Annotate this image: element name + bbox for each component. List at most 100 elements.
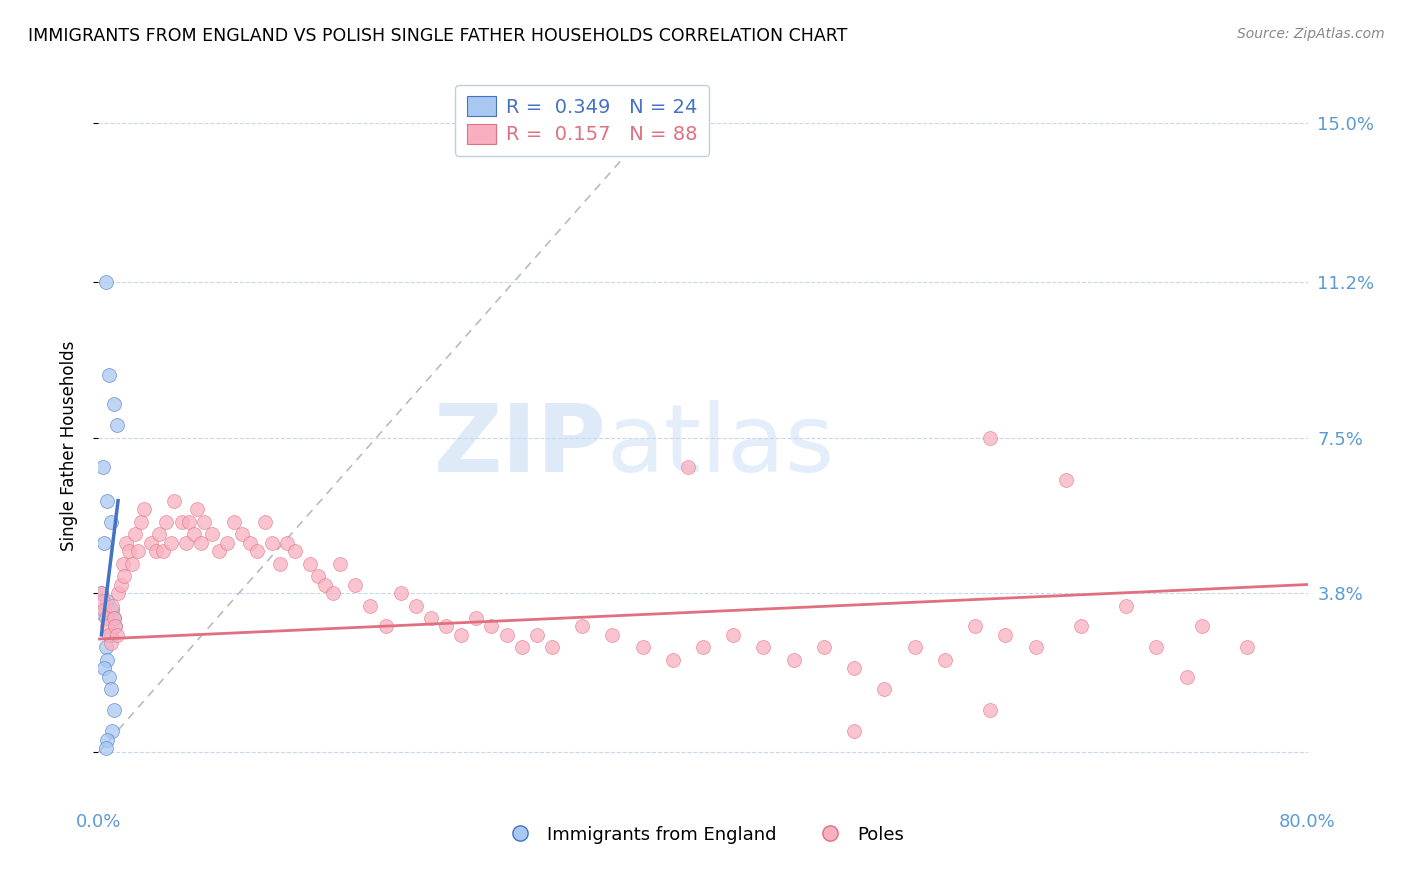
Point (510, 640, 533, 655)
Point (91, 460, 114, 475)
Point (107, 586, 129, 600)
Point (344, 577, 367, 591)
Point (783, 653, 806, 667)
Point (231, 527, 253, 541)
Point (389, 586, 412, 600)
Point (631, 640, 654, 655)
Point (96, 493, 118, 508)
Point (163, 493, 186, 508)
Point (96, 594, 118, 608)
Point (246, 544, 269, 558)
Point (141, 535, 163, 549)
Point (1115, 599, 1137, 613)
Point (104, 619, 127, 633)
Point (813, 640, 835, 655)
Point (1144, 640, 1167, 655)
Point (314, 577, 336, 591)
Point (1070, 619, 1092, 633)
Point (979, 431, 1001, 445)
Point (495, 628, 517, 642)
Point (844, 661, 866, 675)
Point (873, 682, 896, 697)
Point (186, 502, 208, 516)
Point (450, 628, 472, 642)
Point (193, 515, 215, 529)
Point (96, 732, 118, 747)
Point (262, 535, 284, 549)
Point (276, 535, 298, 549)
Point (118, 544, 141, 558)
Legend: Immigrants from England, Poles: Immigrants from England, Poles (495, 819, 911, 851)
Text: Source: ZipAtlas.com: Source: ZipAtlas.com (1237, 27, 1385, 41)
Point (329, 557, 352, 571)
Point (965, 619, 987, 633)
Point (124, 527, 146, 541)
Point (101, 724, 124, 739)
Point (98, 628, 121, 642)
Point (132, 502, 155, 516)
Point (299, 557, 322, 571)
Point (465, 611, 488, 625)
Point (105, 417, 128, 432)
Point (103, 611, 125, 625)
Point (94, 640, 117, 655)
Point (434, 619, 457, 633)
Point (148, 527, 170, 541)
Point (100, 636, 122, 650)
Point (100, 682, 122, 697)
Point (571, 619, 593, 633)
Point (96, 653, 118, 667)
Point (481, 619, 503, 633)
Point (121, 557, 143, 571)
Point (904, 640, 927, 655)
Point (91, 594, 114, 608)
Point (1024, 640, 1046, 655)
Point (91, 607, 114, 621)
Point (844, 724, 866, 739)
Point (152, 544, 174, 558)
Point (322, 586, 344, 600)
Point (420, 611, 443, 625)
Point (676, 460, 699, 475)
Text: IMMIGRANTS FROM ENGLAND VS POLISH SINGLE FATHER HOUSEHOLDS CORRELATION CHART: IMMIGRANTS FROM ENGLAND VS POLISH SINGLE… (28, 27, 848, 45)
Point (110, 577, 132, 591)
Point (183, 527, 205, 541)
Point (692, 640, 714, 655)
Point (208, 544, 231, 558)
Y-axis label: Single Father Households: Single Father Households (59, 341, 77, 551)
Point (160, 535, 183, 549)
Point (93, 661, 115, 675)
Point (526, 628, 548, 642)
Point (179, 515, 201, 529)
Point (127, 544, 149, 558)
Point (100, 628, 122, 642)
Point (405, 599, 427, 613)
Point (174, 535, 197, 549)
Point (269, 557, 291, 571)
Point (201, 527, 224, 541)
Point (979, 703, 1001, 717)
Point (661, 653, 683, 667)
Point (94, 611, 117, 625)
Point (111, 557, 134, 571)
Point (224, 515, 246, 529)
Point (1191, 619, 1213, 633)
Point (540, 640, 562, 655)
Point (100, 515, 122, 529)
Point (94, 741, 117, 756)
Point (170, 515, 193, 529)
Point (1175, 670, 1198, 684)
Point (284, 544, 307, 558)
Point (145, 544, 167, 558)
Point (307, 569, 329, 583)
Point (1236, 640, 1258, 655)
Point (104, 619, 127, 633)
Point (374, 619, 396, 633)
Point (602, 628, 624, 642)
Point (1054, 473, 1077, 487)
Point (190, 535, 212, 549)
Point (239, 535, 262, 549)
Point (360, 599, 382, 613)
Point (105, 628, 128, 642)
Point (994, 628, 1017, 642)
